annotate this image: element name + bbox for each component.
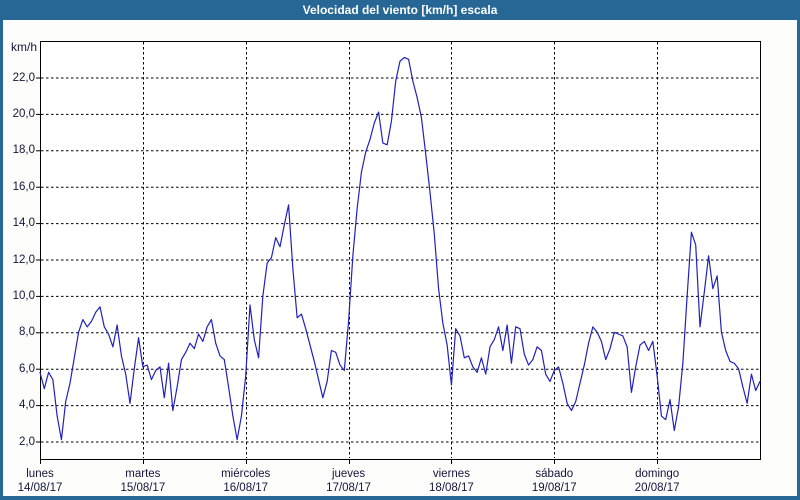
day-name-label: martes	[125, 468, 161, 480]
window-title: Velocidad del viento [km/h] escala	[302, 3, 498, 17]
day-date-label: 14/08/17	[17, 482, 63, 494]
y-tick-label: 6,0	[19, 362, 35, 375]
day-name-label: miércoles	[221, 468, 271, 480]
y-tick-label: 22,0	[12, 71, 35, 84]
y-tick-label: 12,0	[12, 253, 35, 266]
y-tick-label: 16,0	[12, 180, 35, 193]
y-axis-unit-label: km/h	[10, 40, 37, 54]
title-bar: Velocidad del viento [km/h] escala	[0, 0, 800, 20]
day-date-label: 15/08/17	[120, 482, 166, 494]
day-name-label: domingo	[635, 468, 680, 480]
y-tick-label: 14,0	[12, 217, 35, 230]
y-tick-label: 18,0	[12, 144, 35, 157]
y-tick-label: 10,0	[12, 289, 35, 302]
day-date-label: 16/08/17	[223, 482, 269, 494]
day-date-label: 17/08/17	[326, 482, 371, 494]
y-tick-label: 8,0	[19, 326, 35, 339]
day-date-label: 19/08/17	[531, 482, 577, 494]
day-name-label: lunes	[26, 468, 54, 480]
day-name-label: jueves	[331, 468, 366, 480]
y-tick-label: 20,0	[12, 107, 35, 120]
wind-speed-line	[39, 56, 761, 441]
y-tick-label: 2,0	[19, 435, 35, 448]
day-name-label: viernes	[432, 468, 470, 480]
day-name-label: sábado	[535, 468, 574, 480]
plot-border	[40, 41, 761, 460]
day-date-label: 18/08/17	[429, 482, 474, 494]
day-date-label: 20/08/17	[634, 482, 680, 494]
y-tick-label: 4,0	[19, 399, 35, 412]
